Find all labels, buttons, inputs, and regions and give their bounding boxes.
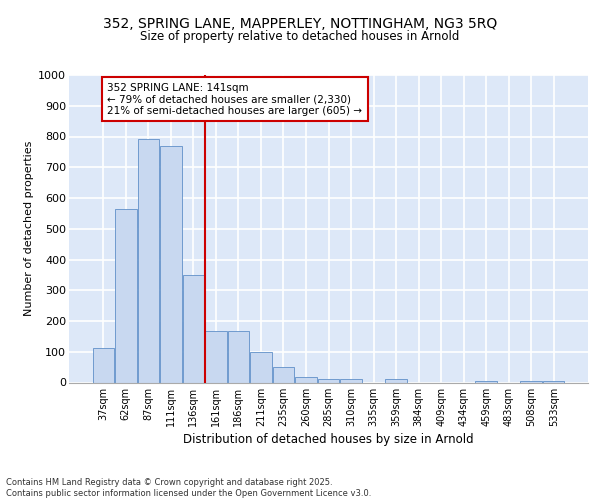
Bar <box>543 380 565 382</box>
Bar <box>137 138 159 382</box>
Bar <box>250 352 272 382</box>
Bar <box>205 331 227 382</box>
Bar <box>273 366 294 382</box>
Bar <box>228 331 249 382</box>
Bar <box>385 380 407 382</box>
Bar <box>160 146 182 382</box>
Bar <box>295 377 317 382</box>
Bar <box>340 379 362 382</box>
Bar <box>92 348 114 382</box>
Text: Contains HM Land Registry data © Crown copyright and database right 2025.
Contai: Contains HM Land Registry data © Crown c… <box>6 478 371 498</box>
Text: 352, SPRING LANE, MAPPERLEY, NOTTINGHAM, NG3 5RQ: 352, SPRING LANE, MAPPERLEY, NOTTINGHAM,… <box>103 18 497 32</box>
X-axis label: Distribution of detached houses by size in Arnold: Distribution of detached houses by size … <box>183 433 474 446</box>
Text: 352 SPRING LANE: 141sqm
← 79% of detached houses are smaller (2,330)
21% of semi: 352 SPRING LANE: 141sqm ← 79% of detache… <box>107 82 362 116</box>
Y-axis label: Number of detached properties: Number of detached properties <box>24 141 34 316</box>
Bar <box>520 381 542 382</box>
Bar <box>318 378 339 382</box>
Text: Size of property relative to detached houses in Arnold: Size of property relative to detached ho… <box>140 30 460 43</box>
Bar <box>475 381 497 382</box>
Bar <box>182 275 204 382</box>
Bar <box>115 210 137 382</box>
